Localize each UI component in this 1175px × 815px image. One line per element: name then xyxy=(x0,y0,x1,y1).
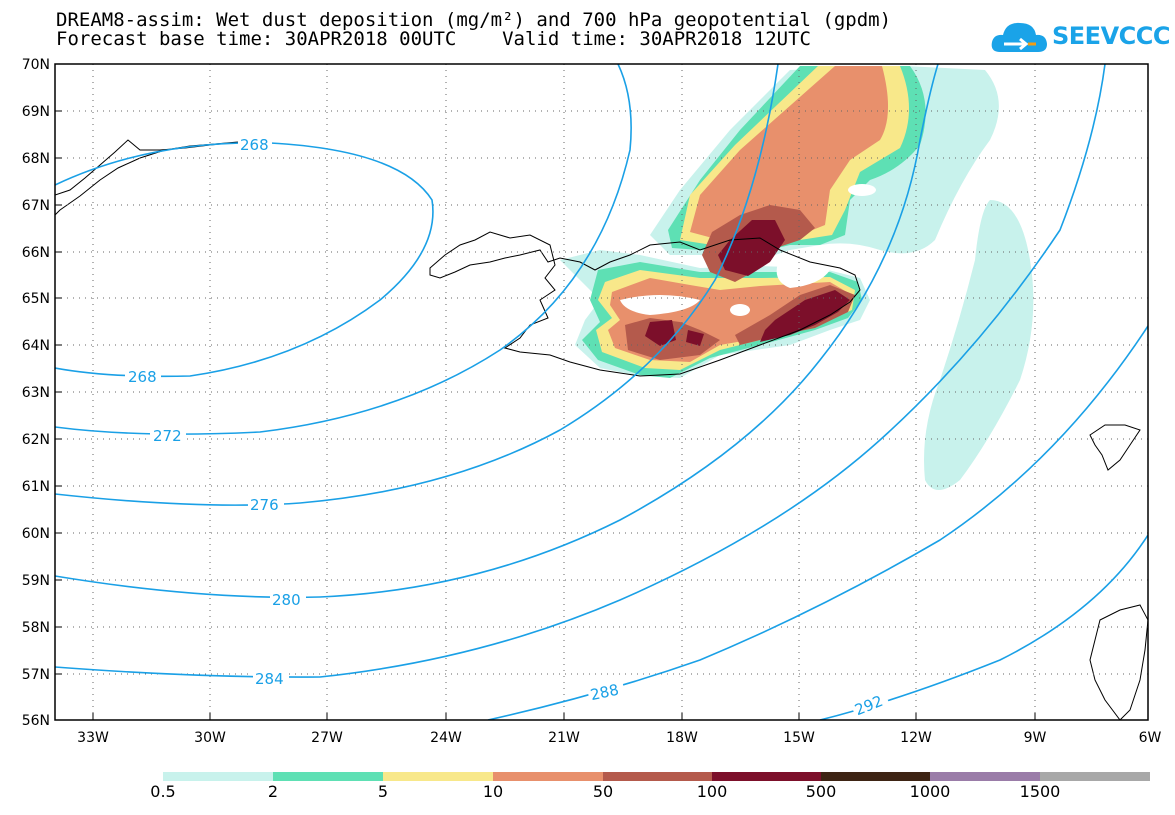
lon-label: 27W xyxy=(311,730,343,746)
colorbar-swatch xyxy=(493,772,603,781)
colorbar-label: 1500 xyxy=(1019,782,1061,801)
colorbar-swatch xyxy=(821,772,930,781)
axis-ticks xyxy=(55,63,1036,720)
colorbar-swatch xyxy=(930,772,1040,781)
lon-label: 9W xyxy=(1024,730,1047,746)
lat-label: 62N xyxy=(22,432,50,448)
lat-label: 64N xyxy=(22,338,50,354)
colorbar-swatch xyxy=(712,772,821,781)
lat-label: 61N xyxy=(22,479,50,495)
colorbar-label: 5 xyxy=(377,782,389,801)
lat-label: 59N xyxy=(22,573,50,589)
lat-label: 67N xyxy=(22,198,50,214)
contour-label: 280 xyxy=(272,591,301,609)
contour-label: 288 xyxy=(589,681,621,705)
cloud-icon xyxy=(991,22,1047,52)
colorbar-swatch xyxy=(163,772,273,781)
lon-label: 30W xyxy=(194,730,226,746)
lat-label: 66N xyxy=(22,245,50,261)
colorbar-swatch xyxy=(603,772,712,781)
seevccc-logo: SEEVCCC xyxy=(990,16,1171,60)
lat-label: 69N xyxy=(22,104,50,120)
lat-label: 65N xyxy=(22,291,50,307)
lon-label: 24W xyxy=(430,730,462,746)
lon-label: 21W xyxy=(548,730,580,746)
logo-text: SEEVCCC xyxy=(1052,22,1171,50)
contour-labels: 268 268 272 276 280 284 288 292 xyxy=(125,136,890,719)
colorbar-label: 10 xyxy=(482,782,504,801)
chart-title: DREAM8-assim: Wet dust deposition (mg/m²… xyxy=(56,9,892,31)
lat-label: 58N xyxy=(22,620,50,636)
latitude-labels: 70N 69N 68N 67N 66N 65N 64N 63N 62N 61N … xyxy=(22,57,50,729)
gridlines xyxy=(55,64,1148,720)
chart-subtitle: Forecast base time: 30APR2018 00UTC Vali… xyxy=(56,28,811,50)
contour-label: 276 xyxy=(250,496,279,514)
colorbar xyxy=(163,772,1150,781)
lat-label: 70N xyxy=(22,57,50,73)
colorbar-swatch xyxy=(383,772,493,781)
contour-label: 272 xyxy=(153,427,182,445)
lat-label: 57N xyxy=(22,667,50,683)
colorbar-label: 2 xyxy=(267,782,279,801)
contour-label: 268 xyxy=(240,136,269,154)
lat-label: 60N xyxy=(22,526,50,542)
colorbar-label: 500 xyxy=(805,782,837,801)
colorbar-label: 50 xyxy=(592,782,614,801)
colorbar-label: 0.5 xyxy=(150,782,176,801)
lon-label: 18W xyxy=(666,730,698,746)
lat-label: 68N xyxy=(22,151,50,167)
colorbar-swatch xyxy=(1040,772,1150,781)
lon-label: 6W xyxy=(1139,730,1162,746)
longitude-labels: 33W 30W 27W 24W 21W 18W 15W 12W 9W 6W xyxy=(77,730,1161,746)
colorbar-label: 1000 xyxy=(909,782,951,801)
colorbar-label: 100 xyxy=(696,782,728,801)
lon-label: 15W xyxy=(783,730,815,746)
lon-label: 33W xyxy=(77,730,109,746)
dust-shading xyxy=(560,66,1034,490)
lon-label: 12W xyxy=(900,730,932,746)
contour-label: 284 xyxy=(255,670,284,688)
lat-label: 63N xyxy=(22,385,50,401)
lat-label: 56N xyxy=(22,713,50,729)
colorbar-swatch xyxy=(273,772,383,781)
contour-label: 268 xyxy=(128,368,157,386)
